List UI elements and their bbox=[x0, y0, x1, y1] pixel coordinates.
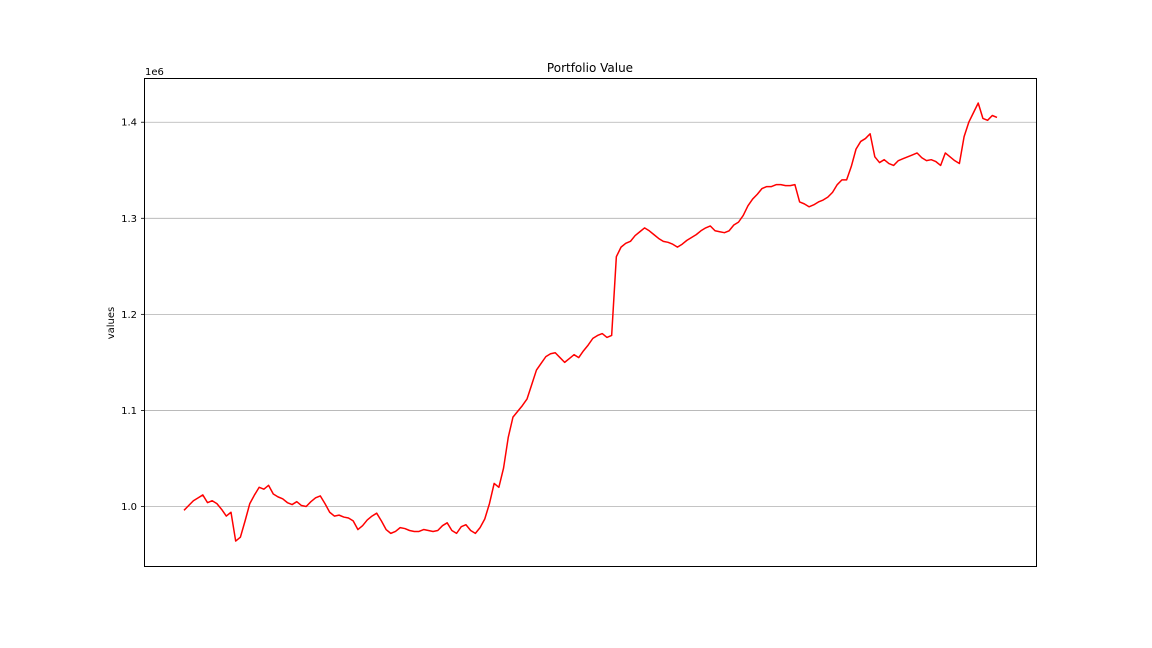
y-tick-label: 1.4 bbox=[121, 118, 137, 129]
y-tick-label: 1.3 bbox=[121, 214, 137, 225]
plot-frame bbox=[144, 78, 1037, 567]
y-gridlines bbox=[145, 121, 1037, 507]
portfolio-value-line bbox=[183, 102, 998, 542]
chart-title: Portfolio Value bbox=[547, 61, 633, 75]
y-tick-label: 1.0 bbox=[121, 502, 137, 513]
series-line-layer bbox=[183, 102, 998, 542]
y-tick-label: 1.2 bbox=[121, 310, 137, 321]
y-axis-offset-label: 1e6 bbox=[145, 67, 164, 78]
y-axis-label: values bbox=[106, 307, 117, 340]
y-tick-label: 1.1 bbox=[121, 406, 137, 417]
y-axis-ticks: 1.0 1.1 1.2 1.3 1.4 bbox=[121, 118, 145, 513]
